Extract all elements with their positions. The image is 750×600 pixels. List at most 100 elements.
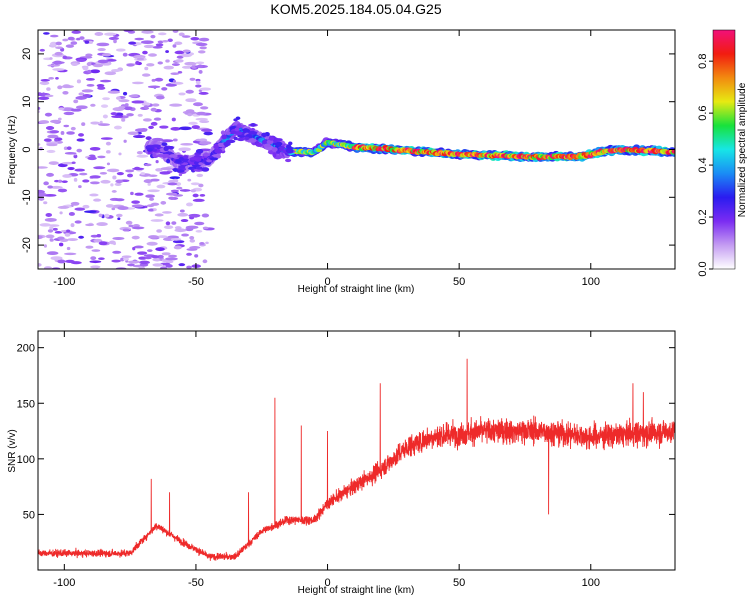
noise-blob xyxy=(198,70,203,74)
noise-blob xyxy=(108,36,119,41)
noise-blob xyxy=(76,138,85,142)
noise-blob xyxy=(189,77,196,81)
ridge-spread xyxy=(233,118,238,122)
noise-blob xyxy=(151,255,160,259)
ridge-spread xyxy=(272,152,277,158)
noise-blob xyxy=(136,154,149,158)
ridge-spread xyxy=(168,154,178,158)
noise-blob xyxy=(52,68,65,71)
noise-blob xyxy=(78,235,85,239)
noise-blob xyxy=(131,81,144,85)
noise-blob xyxy=(156,184,166,189)
noise-blob xyxy=(54,179,60,183)
noise-blob xyxy=(171,63,180,66)
noise-blob xyxy=(104,32,117,36)
noise-blob xyxy=(123,257,130,261)
noise-blob xyxy=(78,185,82,189)
noise-blob xyxy=(172,138,178,142)
noise-blob xyxy=(97,155,106,159)
colorbar-tick-label: 0.4 xyxy=(697,157,709,172)
ridge-spread xyxy=(229,130,237,134)
noise-blob xyxy=(62,84,71,88)
noise-blob xyxy=(176,186,183,190)
noise-blob xyxy=(71,161,76,165)
noise-blob xyxy=(100,104,109,108)
noise-blob xyxy=(172,44,177,48)
ridge-spread xyxy=(190,167,196,173)
noise-blob xyxy=(99,120,103,125)
noise-blob xyxy=(147,189,160,193)
noise-blob xyxy=(190,189,197,193)
noise-blob xyxy=(159,125,169,129)
noise-blob xyxy=(180,143,194,146)
snr-panel: -100 -50 0 50 100 50 100 150 200 Height of stra… xyxy=(7,330,676,596)
noise-blob xyxy=(174,50,185,55)
noise-blob xyxy=(59,211,63,215)
noise-blob xyxy=(134,192,144,196)
noise-blob xyxy=(177,212,189,217)
noise-blob xyxy=(179,189,191,192)
noise-blob xyxy=(189,235,195,240)
noise-blob xyxy=(110,183,114,187)
noise-blob xyxy=(63,146,68,151)
noise-blob xyxy=(161,252,171,256)
noise-blob xyxy=(55,77,59,80)
ridge-spread xyxy=(176,169,185,173)
noise-blob xyxy=(147,249,153,253)
noise-blob xyxy=(40,79,50,82)
noise-blob xyxy=(43,266,53,269)
colorbar-tick-label: 0.2 xyxy=(697,209,709,224)
noise-blob xyxy=(79,36,85,40)
noise-blob xyxy=(107,90,121,94)
noise-blob xyxy=(82,66,89,71)
noise-blob xyxy=(203,131,213,136)
figure-title: KOM5.2025.184.05.04.G25 xyxy=(270,1,441,17)
noise-blob xyxy=(48,76,55,80)
noise-blob xyxy=(180,219,189,223)
noise-blob xyxy=(192,102,203,107)
noise-blob xyxy=(87,69,92,73)
noise-blob xyxy=(74,220,82,224)
ridge-spread xyxy=(182,159,188,163)
noise-blob xyxy=(185,202,193,207)
noise-blob xyxy=(66,246,71,251)
noise-blob xyxy=(142,50,148,55)
noise-blob xyxy=(185,109,195,113)
noise-blob xyxy=(47,229,54,233)
noise-blob xyxy=(118,99,130,103)
noise-blob xyxy=(142,118,152,122)
noise-blob xyxy=(169,103,183,107)
noise-blob xyxy=(181,65,193,69)
noise-blob xyxy=(160,266,168,269)
noise-blob xyxy=(47,185,54,189)
noise-blob xyxy=(39,223,51,227)
noise-blob xyxy=(172,30,179,33)
noise-blob xyxy=(38,106,41,110)
noise-blob xyxy=(81,89,94,93)
noise-blob xyxy=(97,48,106,52)
noise-blob xyxy=(151,78,156,82)
noise-blob xyxy=(123,139,127,143)
ridge-spread xyxy=(152,153,157,158)
noise-blob xyxy=(102,114,108,119)
noise-blob xyxy=(61,161,75,165)
noise-blob xyxy=(195,229,203,233)
noise-blob xyxy=(112,242,116,246)
noise-blob xyxy=(121,118,126,122)
noise-blob xyxy=(196,173,204,178)
noise-blob xyxy=(96,222,108,227)
noise-blob xyxy=(138,256,147,260)
noise-blob xyxy=(57,236,65,240)
noise-blob xyxy=(154,77,164,82)
noise-blob xyxy=(97,86,106,90)
noise-blob xyxy=(97,59,109,64)
ridge-spread xyxy=(161,153,170,158)
noise-blob xyxy=(171,221,177,225)
noise-blob xyxy=(160,139,174,143)
noise-blob xyxy=(178,126,192,131)
noise-blob xyxy=(62,90,69,95)
noise-blob xyxy=(90,256,97,261)
noise-blob xyxy=(131,100,145,104)
ridge-spread xyxy=(178,156,185,161)
